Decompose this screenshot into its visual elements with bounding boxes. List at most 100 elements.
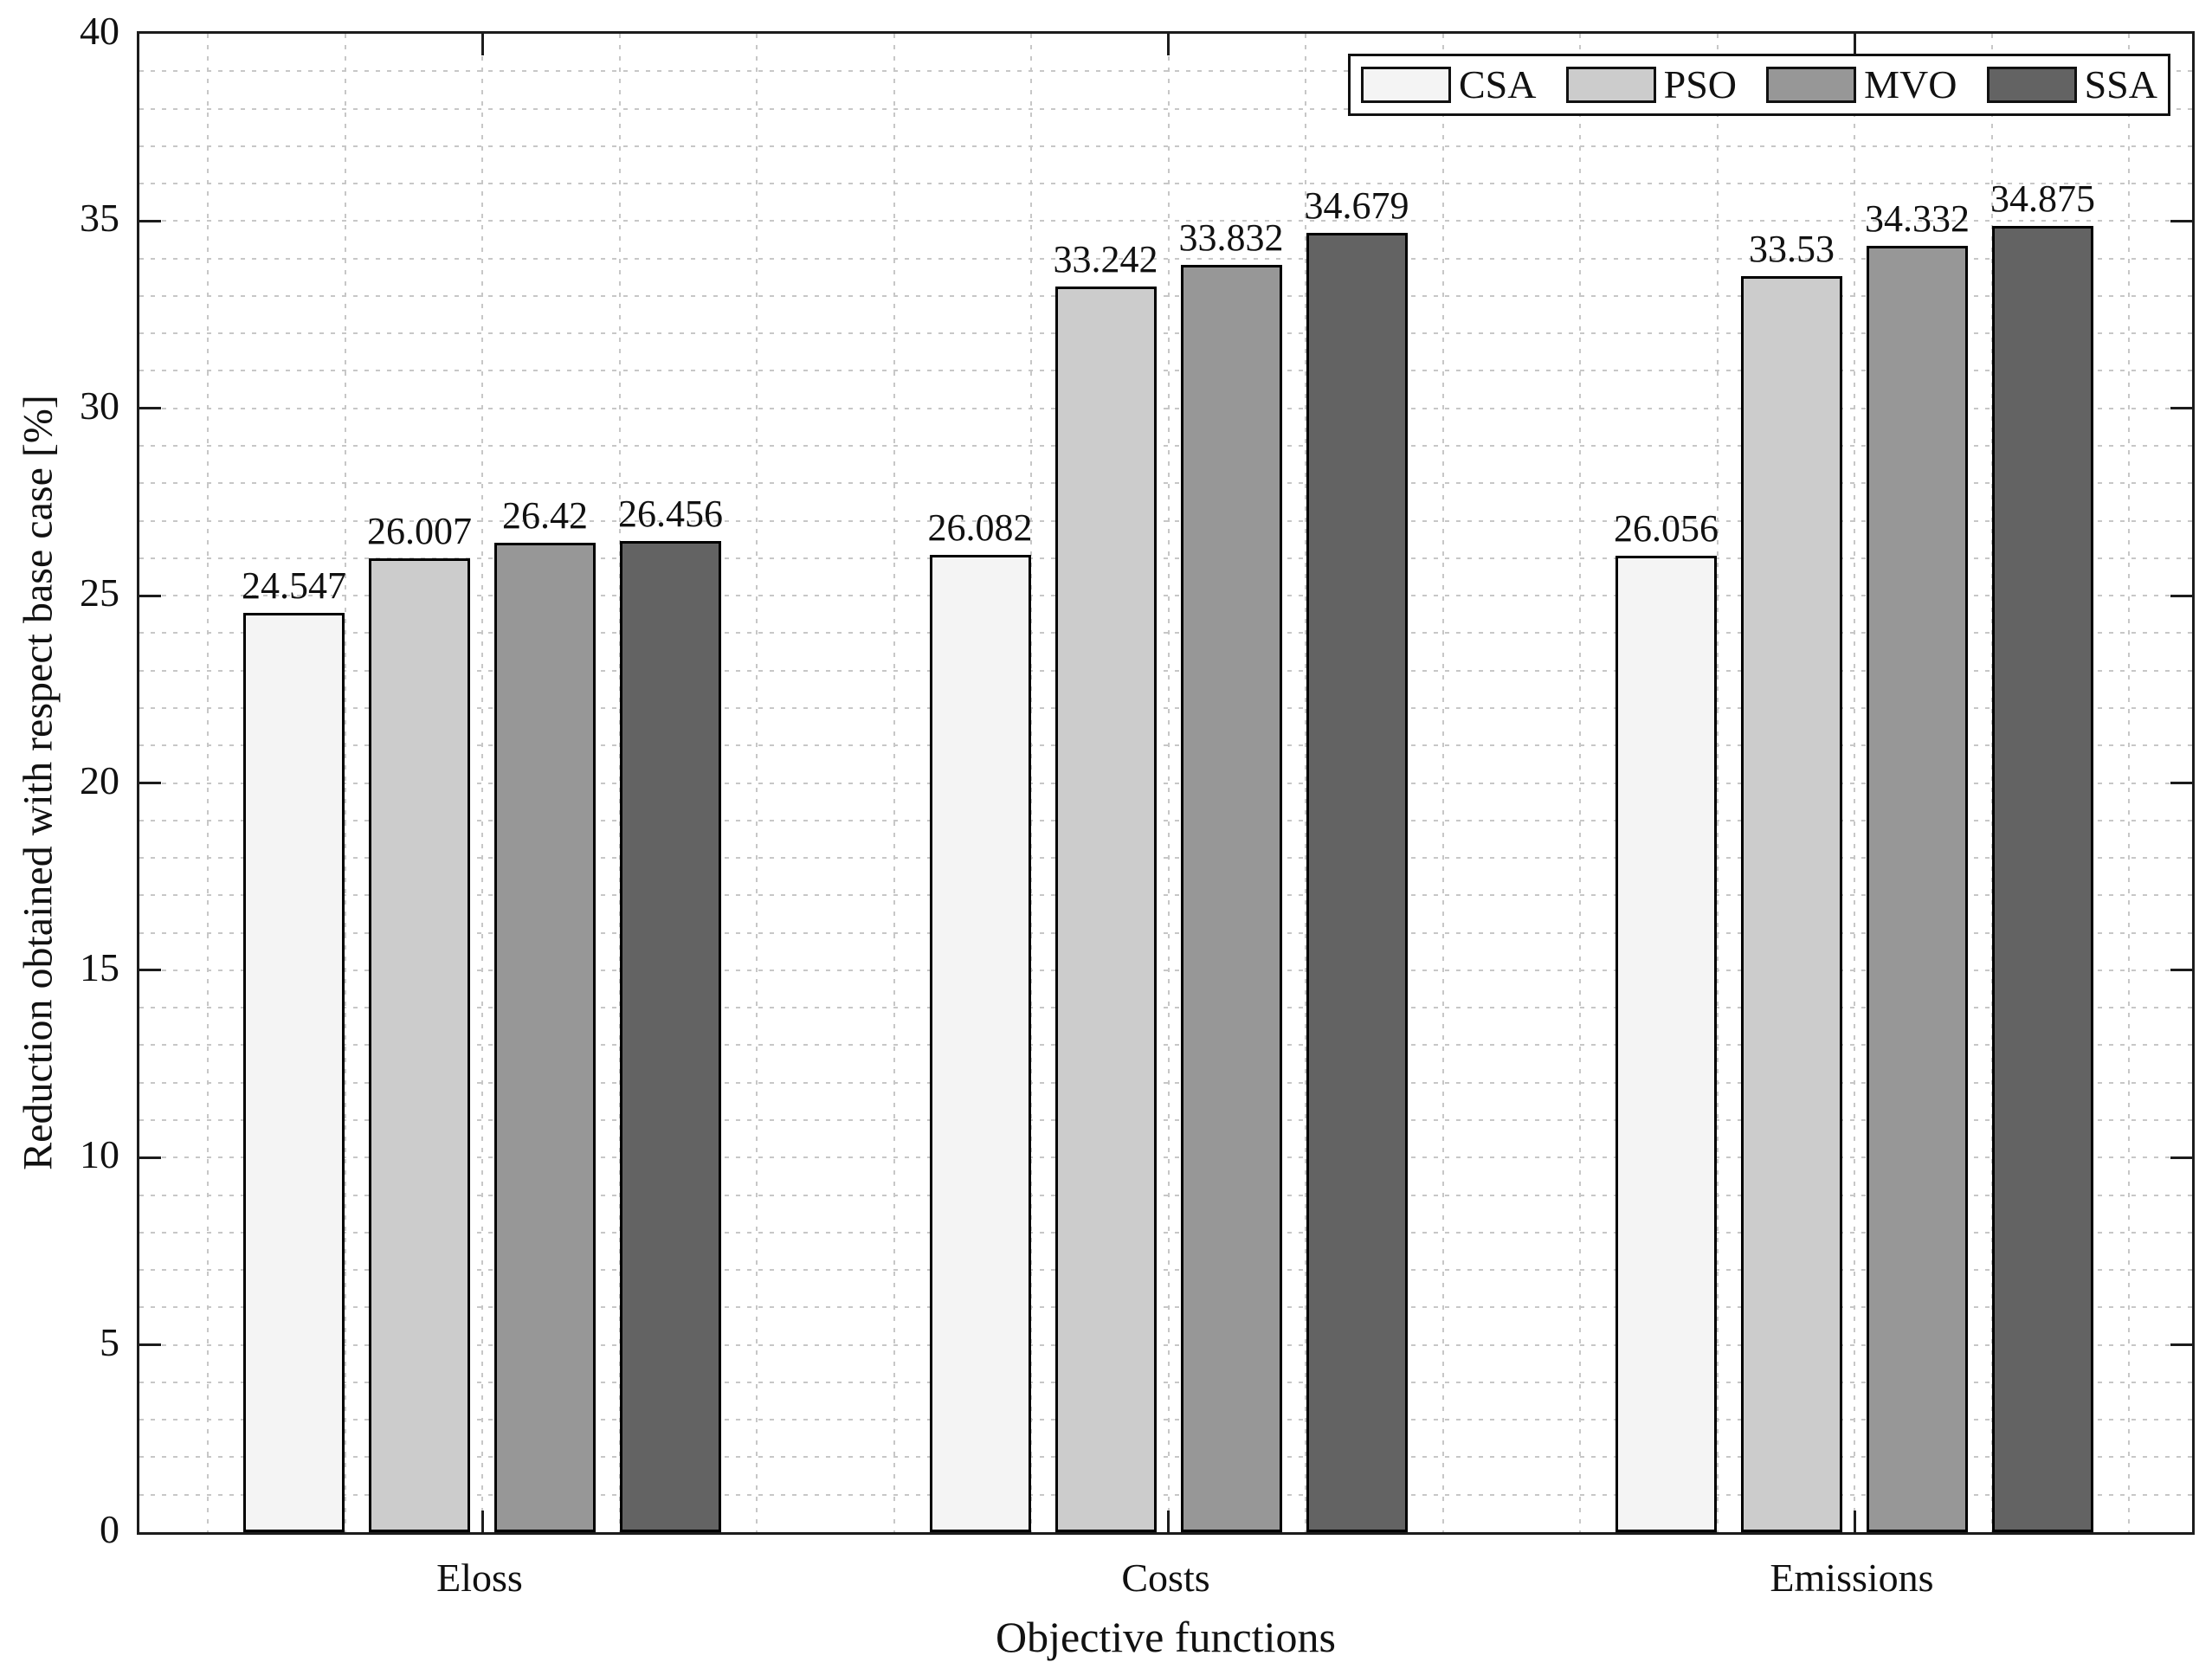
legend-swatch-mvo (1766, 67, 1857, 103)
x-tick-top (480, 34, 484, 55)
bar-mvo-eloss (494, 542, 596, 1532)
y-tick-label: 10 (80, 1132, 119, 1177)
gridline-horizontal (139, 969, 2192, 971)
gridline-horizontal (139, 1306, 2192, 1309)
x-category-label-costs: Costs (1121, 1556, 1210, 1600)
x-tick-top (1853, 34, 1856, 55)
y-tick-left (139, 219, 161, 222)
gridline-horizontal (139, 1343, 2192, 1346)
legend-item-pso: PSO (1565, 62, 1737, 106)
gridline-horizontal (139, 706, 2192, 709)
legend-item-ssa: SSA (1986, 62, 2157, 106)
y-tick-left (139, 1156, 161, 1159)
bar-ssa-emissions (1992, 225, 2093, 1532)
x-category-label-emissions: Emissions (1770, 1556, 1934, 1600)
bar-pso-costs (1054, 287, 1157, 1532)
gridline-vertical (481, 34, 483, 1532)
bar-value-label: 26.007 (367, 509, 472, 552)
gridline-horizontal (139, 145, 2192, 147)
gridline-vertical (618, 34, 621, 1532)
gridline-vertical (1579, 34, 1581, 1532)
y-tick-left (139, 407, 161, 410)
legend-item-csa: CSA (1361, 65, 1536, 105)
y-tick-label: 30 (80, 383, 119, 428)
gridline-vertical (344, 34, 346, 1532)
y-tick-label: 20 (80, 757, 119, 802)
gridline-vertical (1716, 34, 1719, 1532)
x-category-label-eloss: Eloss (436, 1556, 523, 1600)
gridline-vertical (1167, 34, 1170, 1532)
gridline-horizontal (139, 894, 2192, 897)
y-tick-right (2170, 594, 2192, 597)
bar-value-label: 34.332 (1865, 197, 1970, 241)
gridline-horizontal (139, 1231, 2192, 1234)
x-tick-bottom (1853, 1511, 1856, 1532)
gridline-vertical (1990, 34, 1993, 1532)
y-tick-label: 40 (80, 9, 119, 53)
gridline-vertical (2128, 34, 2130, 1532)
legend-label: MVO (1864, 62, 1957, 106)
y-tick-left (139, 969, 161, 972)
gridline-vertical (1441, 34, 1444, 1532)
legend-label: SSA (2084, 62, 2157, 106)
legend-swatch-csa (1361, 67, 1451, 103)
gridline-horizontal (139, 1044, 2192, 1047)
gridline-horizontal (139, 632, 2192, 635)
gridline-horizontal (139, 407, 2192, 409)
gridline-horizontal (139, 70, 2192, 73)
legend-label: PSO (1663, 62, 1737, 106)
gridline-horizontal (139, 744, 2192, 747)
gridline-vertical (1854, 34, 1855, 1532)
gridline-horizontal (139, 1194, 2192, 1196)
gridline-horizontal (139, 669, 2192, 672)
bar-pso-emissions (1741, 276, 1842, 1532)
y-tick-right (2170, 782, 2192, 784)
gridline-horizontal (139, 1269, 2192, 1272)
gridline-horizontal (139, 519, 2192, 522)
y-tick-left (139, 594, 161, 597)
y-tick-label: 15 (80, 944, 119, 989)
gridline-vertical (893, 34, 895, 1532)
legend-label: CSA (1459, 62, 1537, 106)
bar-pso-eloss (369, 557, 470, 1532)
gridline-horizontal (139, 1493, 2192, 1496)
gridline-horizontal (139, 1007, 2192, 1009)
plot-area: 24.547 26.007 26.42 26.456 26.082 33.242 33.83… (137, 31, 2195, 1535)
y-tick-right (2170, 219, 2192, 222)
bar-ssa-eloss (620, 541, 721, 1532)
bar-ssa-costs (1306, 233, 1408, 1532)
gridline-horizontal (139, 107, 2192, 110)
bar-csa-costs (929, 555, 1031, 1532)
gridline-horizontal (139, 220, 2192, 222)
gridline-horizontal (139, 557, 2192, 559)
y-tick-right (2170, 1156, 2192, 1159)
legend-swatch-pso (1565, 67, 1656, 103)
gridline-horizontal (139, 782, 2192, 784)
y-tick-right (2170, 407, 2192, 410)
bar-value-label: 33.53 (1749, 228, 1835, 270)
gridline-horizontal (139, 294, 2192, 297)
gridline-horizontal (139, 819, 2192, 821)
x-axis-title: Objective functions (996, 1613, 1336, 1661)
gridline-horizontal (139, 257, 2192, 260)
gridline-horizontal (139, 332, 2192, 335)
gridline-horizontal (139, 595, 2192, 597)
y-tick-label: 0 (100, 1507, 119, 1551)
bar-value-label: 34.875 (1990, 177, 2095, 220)
y-tick-right (2170, 969, 2192, 972)
bar-value-label: 33.832 (1178, 216, 1284, 259)
gridline-horizontal (139, 857, 2192, 860)
gridline-horizontal (139, 370, 2192, 372)
gridline-horizontal (139, 482, 2192, 485)
gridline-horizontal (139, 183, 2192, 185)
x-tick-bottom (1167, 1511, 1170, 1532)
legend-swatch-ssa (1986, 67, 2077, 103)
gridline-horizontal (139, 1419, 2192, 1421)
legend: CSA PSO MVO SSA (1348, 54, 2170, 116)
gridline-horizontal (139, 445, 2192, 448)
legend-item-mvo: MVO (1766, 65, 1957, 105)
y-tick-label: 25 (80, 570, 119, 615)
gridline-horizontal (139, 931, 2192, 934)
bar-csa-eloss (243, 612, 345, 1532)
